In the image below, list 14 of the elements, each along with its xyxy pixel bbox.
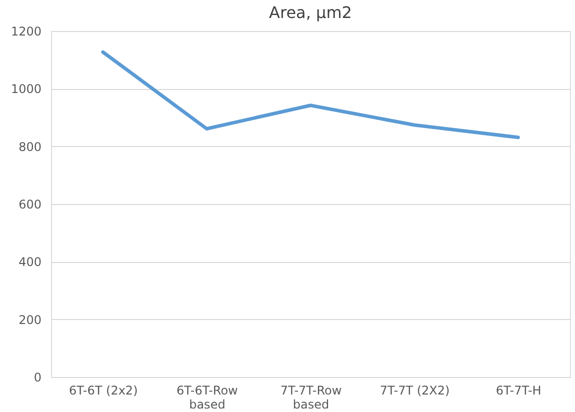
x-tick-label: 6T-7T-H: [496, 384, 542, 398]
y-tick-label: 600: [18, 198, 42, 212]
x-tick-label: 7T-7T (2X2): [380, 384, 450, 398]
y-tick-label: 800: [18, 140, 42, 154]
y-tick-label: 1200: [10, 24, 42, 38]
y-tick-label: 200: [18, 312, 42, 327]
x-tick-label: 7T-7T-Row based: [280, 384, 342, 412]
y-tick-label: 0: [34, 370, 42, 384]
x-tick-label: 6T-6T (2x2): [69, 384, 138, 398]
x-tick-label: 6T-6T-Row based: [176, 384, 238, 412]
chart-title: Area, µm2: [269, 3, 352, 22]
y-tick-label: 1000: [10, 82, 42, 96]
line-series: [101, 50, 520, 140]
y-tick-label: 400: [18, 255, 42, 270]
